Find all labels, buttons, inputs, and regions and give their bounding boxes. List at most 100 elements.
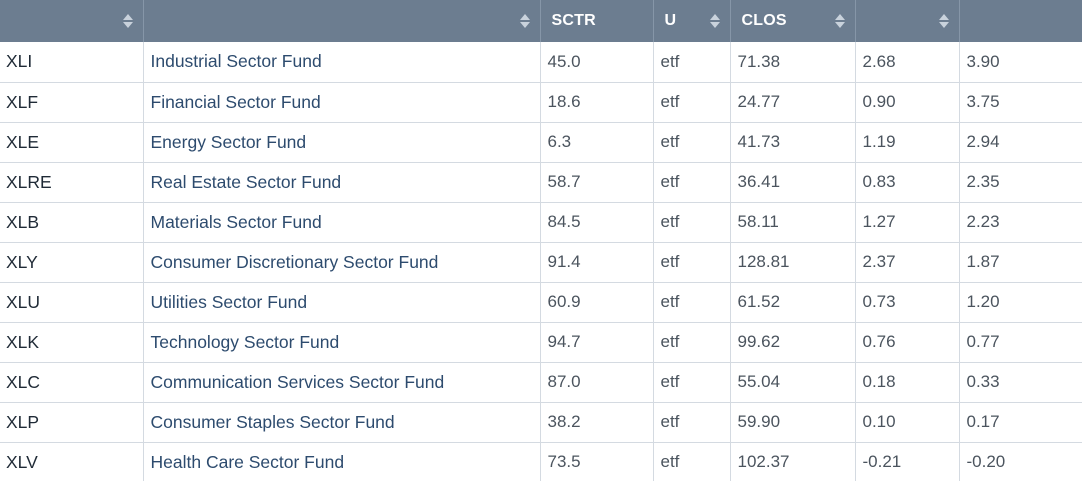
- fund-name-link[interactable]: Industrial Sector Fund: [143, 42, 541, 82]
- fund-name-link[interactable]: Communication Services Sector Fund: [143, 362, 541, 402]
- table-row[interactable]: XLE Energy Sector Fund 6.3 etf 41.73 1.19 2.94: [0, 122, 1082, 162]
- table-body: XLI Industrial Sector Fund 45.0 etf 71.38 2.6…: [0, 42, 1082, 481]
- sctr-cell: 60.9: [540, 282, 654, 322]
- header-row: SCTR U CLOS: [0, 0, 1082, 42]
- close-cell: 24.77: [730, 82, 856, 122]
- percent-change-cell: 1.87: [966, 252, 1000, 271]
- percent-change-cell: -0.20: [966, 452, 1006, 471]
- change-cell: 1.27: [855, 202, 960, 242]
- table-row[interactable]: XLP Consumer Staples Sector Fund 38.2 etf 59…: [0, 402, 1082, 442]
- type-cell: etf: [653, 282, 731, 322]
- sctr-cell: 84.5: [540, 202, 654, 242]
- fund-name-link[interactable]: Technology Sector Fund: [143, 322, 541, 362]
- table-row[interactable]: XLU Utilities Sector Fund 60.9 etf 61.52 0.73…: [0, 282, 1082, 322]
- symbol-cell[interactable]: XLB: [0, 202, 144, 242]
- symbol-column-header[interactable]: [0, 0, 144, 42]
- table-row[interactable]: XLB Materials Sector Fund 84.5 etf 58.11 1.27…: [0, 202, 1082, 242]
- sort-arrows-icon[interactable]: [519, 14, 530, 28]
- close-cell: 102.37: [730, 442, 856, 481]
- sctr-column-header[interactable]: SCTR: [540, 0, 654, 42]
- fund-name-link[interactable]: Consumer Discretionary Sector Fund: [143, 242, 541, 282]
- table-row[interactable]: XLI Industrial Sector Fund 45.0 etf 71.38 2.6…: [0, 42, 1082, 82]
- close-cell: 99.62: [730, 322, 856, 362]
- type-cell: etf: [653, 362, 731, 402]
- type-cell: etf: [653, 202, 731, 242]
- percent-change-cell: 3.90: [966, 51, 1000, 71]
- sctr-cell: 6.3: [540, 122, 654, 162]
- change-cell: -0.21: [855, 442, 960, 481]
- type-cell: etf: [653, 122, 731, 162]
- close-cell: 58.11: [730, 202, 856, 242]
- percent-change-cell: 2.94: [966, 132, 1000, 151]
- change-column-header[interactable]: [855, 0, 960, 42]
- change-cell: 0.18: [855, 362, 960, 402]
- percent-change-cell: 0.77: [966, 332, 1000, 351]
- table-row[interactable]: XLC Communication Services Sector Fund 87.…: [0, 362, 1082, 402]
- close-cell: 36.41: [730, 162, 856, 202]
- close-cell: 61.52: [730, 282, 856, 322]
- change-cell: 0.73: [855, 282, 960, 322]
- change-cell: 2.37: [855, 242, 960, 282]
- change-cell: 0.76: [855, 322, 960, 362]
- sort-arrows-icon[interactable]: [122, 14, 133, 28]
- sctr-cell: 45.0: [540, 42, 654, 82]
- column-header-label: CLOS: [741, 12, 787, 29]
- symbol-cell[interactable]: XLI: [0, 42, 144, 82]
- type-cell: etf: [653, 322, 731, 362]
- type-column-header[interactable]: U: [653, 0, 731, 42]
- sctr-cell: 18.6: [540, 82, 654, 122]
- close-cell: 55.04: [730, 362, 856, 402]
- symbol-cell[interactable]: XLC: [0, 362, 144, 402]
- percent-change-cell: 0.17: [966, 412, 1000, 431]
- fund-name-link[interactable]: Real Estate Sector Fund: [143, 162, 541, 202]
- table-row[interactable]: XLRE Real Estate Sector Fund 58.7 etf 36.41 0…: [0, 162, 1082, 202]
- change-cell: 1.19: [855, 122, 960, 162]
- close-column-header[interactable]: CLOS: [730, 0, 856, 42]
- fund-name-link[interactable]: Financial Sector Fund: [143, 82, 541, 122]
- symbol-cell[interactable]: XLF: [0, 82, 144, 122]
- symbol-cell[interactable]: XLRE: [0, 162, 144, 202]
- fund-name-link[interactable]: Materials Sector Fund: [143, 202, 541, 242]
- percent-column-header[interactable]: [959, 0, 1082, 42]
- change-cell: 2.68: [855, 42, 960, 82]
- symbol-cell[interactable]: XLE: [0, 122, 144, 162]
- sort-arrows-icon[interactable]: [938, 14, 949, 28]
- fund-name-link[interactable]: Health Care Sector Fund: [143, 442, 541, 481]
- type-cell: etf: [653, 82, 731, 122]
- column-header-label: U: [664, 12, 677, 29]
- sort-arrows-icon[interactable]: [709, 14, 720, 28]
- symbol-cell[interactable]: XLK: [0, 322, 144, 362]
- type-cell: etf: [653, 162, 731, 202]
- close-cell: 128.81: [730, 242, 856, 282]
- symbol-cell[interactable]: XLV: [0, 442, 144, 481]
- table-row[interactable]: XLV Health Care Sector Fund 73.5 etf 102.37-…: [0, 442, 1082, 481]
- sctr-cell: 94.7: [540, 322, 654, 362]
- name-column-header[interactable]: [143, 0, 541, 42]
- sort-arrows-icon[interactable]: [834, 14, 845, 28]
- sctr-cell: 73.5: [540, 442, 654, 481]
- fund-name-link[interactable]: Utilities Sector Fund: [143, 282, 541, 322]
- symbol-cell[interactable]: XLU: [0, 282, 144, 322]
- table-row[interactable]: XLY Consumer Discretionary Sector Fund 91.…: [0, 242, 1082, 282]
- type-cell: etf: [653, 242, 731, 282]
- sctr-cell: 91.4: [540, 242, 654, 282]
- fund-name-link[interactable]: Consumer Staples Sector Fund: [143, 402, 541, 442]
- change-cell: 0.83: [855, 162, 960, 202]
- table-row[interactable]: XLF Financial Sector Fund 18.6 etf 24.77 0.90…: [0, 82, 1082, 122]
- percent-change-cell: 0.33: [966, 372, 1000, 391]
- sctr-cell: 87.0: [540, 362, 654, 402]
- type-cell: etf: [653, 42, 731, 82]
- close-cell: 41.73: [730, 122, 856, 162]
- type-cell: etf: [653, 402, 731, 442]
- change-cell: 0.10: [855, 402, 960, 442]
- table-row[interactable]: XLK Technology Sector Fund 94.7 etf 99.62 0.7…: [0, 322, 1082, 362]
- percent-change-cell: 1.20: [966, 292, 1000, 311]
- symbol-cell[interactable]: XLP: [0, 402, 144, 442]
- type-cell: etf: [653, 442, 731, 481]
- sctr-cell: 58.7: [540, 162, 654, 202]
- fund-name-link[interactable]: Energy Sector Fund: [143, 122, 541, 162]
- symbol-cell[interactable]: XLY: [0, 242, 144, 282]
- percent-change-cell: 2.23: [966, 212, 1000, 231]
